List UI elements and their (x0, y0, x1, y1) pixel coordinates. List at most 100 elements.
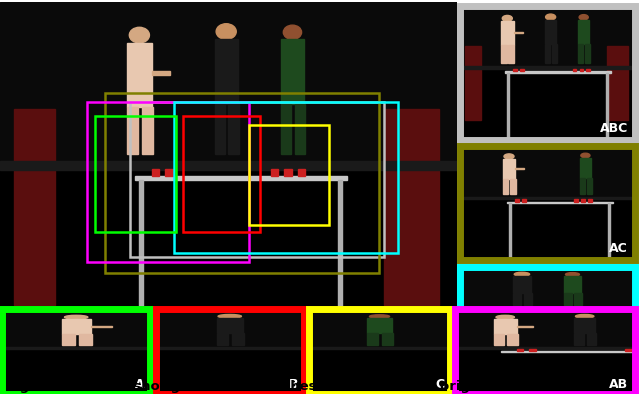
Text: BC: BC (609, 341, 628, 354)
Bar (156, 309, 304, 348)
Bar (183, 116, 260, 232)
Bar (382, 333, 394, 345)
Bar (516, 325, 534, 327)
Bar (152, 71, 170, 75)
Bar (577, 309, 582, 311)
Bar (271, 169, 278, 176)
Bar (508, 334, 518, 345)
Bar (507, 202, 612, 203)
Bar (130, 102, 384, 257)
Bar (281, 39, 304, 104)
Bar (503, 159, 515, 180)
Circle shape (369, 315, 390, 318)
Bar (513, 293, 521, 305)
Bar (140, 180, 143, 359)
Bar (509, 203, 511, 260)
Bar (574, 333, 584, 345)
Bar (625, 349, 632, 351)
Circle shape (546, 14, 556, 20)
Bar (216, 318, 243, 333)
Bar (79, 334, 92, 345)
Circle shape (579, 15, 588, 20)
Bar (460, 307, 635, 309)
Bar (580, 69, 583, 71)
Bar (61, 334, 75, 345)
Bar (573, 69, 577, 71)
Bar (556, 309, 561, 311)
Bar (215, 39, 237, 104)
Bar (529, 349, 536, 351)
Bar (460, 307, 635, 357)
Bar (580, 158, 591, 178)
Bar (465, 309, 470, 311)
Bar (566, 309, 572, 311)
Text: AB: AB (609, 377, 628, 390)
Bar (586, 69, 590, 71)
Bar (152, 169, 159, 176)
Bar (545, 44, 550, 63)
Bar (0, 162, 457, 359)
Bar (455, 348, 635, 394)
Bar (607, 46, 628, 120)
Bar (216, 333, 228, 345)
Bar (127, 107, 138, 154)
Bar (156, 348, 304, 394)
Bar (580, 178, 585, 194)
Bar (61, 319, 91, 334)
Bar (564, 293, 572, 305)
Bar (455, 309, 635, 348)
Circle shape (515, 272, 529, 276)
Bar (460, 65, 635, 69)
Bar (298, 169, 305, 176)
Bar (581, 199, 585, 202)
Circle shape (129, 27, 149, 43)
Bar (367, 318, 392, 333)
Bar (215, 104, 225, 154)
Bar (2, 348, 150, 394)
Bar (508, 45, 514, 63)
Bar (578, 20, 589, 44)
Circle shape (581, 153, 590, 158)
Bar (505, 71, 611, 73)
Bar (455, 347, 635, 349)
Bar (91, 325, 112, 327)
Bar (309, 347, 450, 349)
Circle shape (65, 315, 88, 319)
Bar (476, 309, 481, 311)
Bar (493, 319, 516, 334)
Bar (501, 21, 513, 45)
Bar (586, 178, 591, 194)
Bar (513, 276, 531, 293)
Circle shape (502, 15, 512, 21)
Bar (135, 176, 348, 180)
Bar (522, 199, 525, 202)
Bar (87, 102, 249, 262)
Bar (309, 309, 450, 348)
Bar (516, 349, 524, 351)
Bar (367, 333, 378, 345)
Bar (2, 309, 150, 348)
Bar (575, 199, 578, 202)
Bar (460, 66, 635, 140)
Bar (284, 169, 292, 176)
Bar (460, 6, 635, 66)
Bar (608, 203, 610, 260)
Bar (2, 347, 150, 349)
Circle shape (575, 314, 594, 318)
Bar (156, 347, 304, 349)
Bar (141, 107, 153, 154)
Bar (564, 276, 581, 293)
Bar (338, 180, 342, 359)
Bar (510, 180, 516, 194)
Bar (0, 2, 457, 162)
Bar (574, 318, 595, 333)
Bar (552, 44, 557, 63)
Bar (460, 197, 635, 199)
Circle shape (496, 315, 515, 319)
Bar (309, 348, 450, 394)
Bar (513, 69, 517, 71)
Bar (503, 180, 508, 194)
Bar (460, 267, 635, 307)
Text: AC: AC (609, 242, 628, 255)
Bar (13, 109, 55, 305)
